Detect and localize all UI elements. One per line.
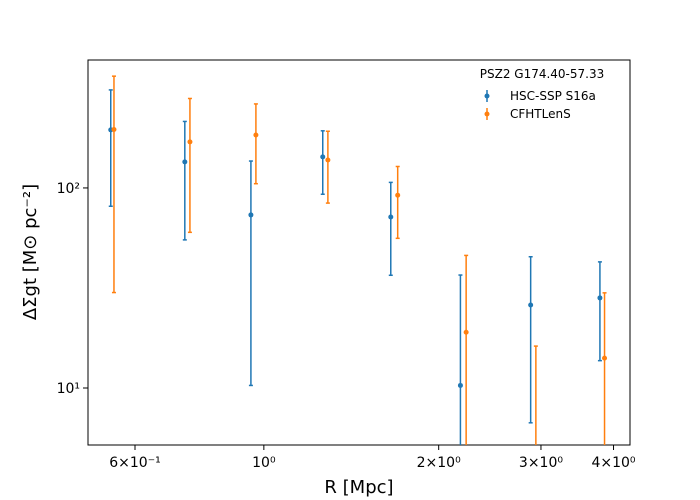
legend-swatch — [484, 111, 490, 117]
data-point — [182, 159, 188, 165]
data-point — [463, 329, 469, 335]
x-tick-label: 6×10⁻¹ — [109, 455, 160, 471]
x-tick-label: 10⁰ — [252, 455, 276, 471]
data-point — [597, 295, 603, 301]
data-point — [388, 214, 394, 220]
x-tick-label: 3×10⁰ — [519, 455, 563, 471]
plot-area — [108, 75, 608, 490]
x-tick-label: 4×10⁰ — [591, 455, 635, 471]
legend-label: CFHTLenS — [510, 107, 571, 121]
x-tick-label: 2×10⁰ — [417, 455, 461, 471]
data-point — [395, 192, 401, 198]
data-point — [320, 154, 326, 160]
legend-swatch — [484, 93, 490, 99]
data-point — [528, 302, 534, 308]
plot-frame — [87, 59, 631, 446]
data-point — [248, 212, 254, 218]
data-point — [325, 157, 331, 163]
data-point — [253, 132, 259, 138]
legend-label: HSC-SSP S16a — [510, 89, 596, 103]
legend-title: PSZ2 G174.40-57.33 — [480, 67, 605, 81]
data-point — [187, 139, 193, 145]
y-axis-label: ΔΣgt [M⊙ pc⁻²] — [20, 184, 41, 320]
data-point — [457, 382, 463, 388]
data-point — [111, 126, 117, 132]
x-axis-label: R [Mpc] — [324, 477, 393, 498]
data-point — [602, 355, 608, 361]
y-tick-label: 10² — [57, 181, 80, 197]
y-tick-label: 10¹ — [57, 381, 80, 397]
data-point — [533, 485, 538, 490]
